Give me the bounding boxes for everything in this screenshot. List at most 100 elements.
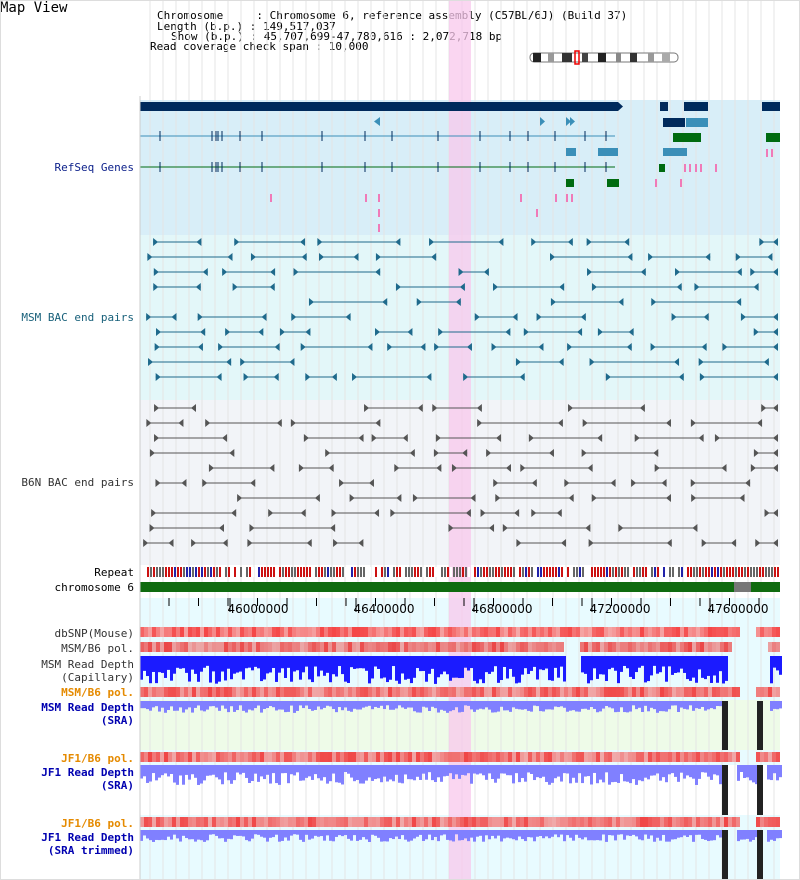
depth-bar bbox=[353, 656, 356, 669]
heat-cell bbox=[700, 687, 704, 697]
heat-cell bbox=[252, 627, 256, 637]
depth-bar bbox=[383, 701, 386, 710]
track-label-dbsnp[interactable]: dbSNP(Mouse) bbox=[54, 627, 134, 640]
depth-bar bbox=[656, 656, 659, 674]
heat-cell bbox=[580, 627, 584, 637]
heat-cell bbox=[256, 627, 260, 637]
heat-cell bbox=[648, 752, 652, 762]
msm-bac-end bbox=[153, 268, 159, 276]
depth-bar bbox=[233, 656, 236, 674]
depth-bar bbox=[713, 701, 716, 710]
repeat-element bbox=[270, 567, 272, 577]
track-label-jf1-depth-trimmed[interactable]: JF1 Read Depth bbox=[41, 831, 134, 844]
b6n-bac-end bbox=[631, 479, 637, 487]
msm-bac-end bbox=[243, 373, 249, 381]
chromosome-bar bbox=[140, 582, 780, 592]
depth-bar bbox=[200, 656, 203, 672]
depth-bar bbox=[410, 656, 413, 684]
pink-feature bbox=[520, 194, 522, 202]
b6n-bac-end bbox=[333, 539, 339, 547]
heat-cell bbox=[548, 627, 552, 637]
track-label-msm-b6-pol-1[interactable]: MSM/B6 pol. bbox=[61, 642, 134, 655]
repeat-element bbox=[426, 567, 428, 577]
depth-bar bbox=[347, 656, 350, 683]
depth-bar bbox=[311, 830, 314, 839]
b6n-bac-end bbox=[306, 539, 312, 547]
depth-bar bbox=[548, 656, 551, 681]
b6n-bac-end bbox=[745, 479, 751, 487]
track-label-jf1-b6-pol-2[interactable]: JF1/B6 pol. bbox=[61, 817, 134, 830]
b6n-bac-end bbox=[168, 539, 174, 547]
depth-bar bbox=[161, 656, 164, 673]
depth-bar bbox=[710, 701, 713, 709]
depth-bar bbox=[674, 656, 677, 673]
heat-cell bbox=[248, 687, 252, 697]
depth-bar bbox=[170, 701, 173, 707]
depth-bar bbox=[248, 765, 251, 784]
depth-bar bbox=[224, 656, 227, 681]
track-label-jf1-b6-pol-1[interactable]: JF1/B6 pol. bbox=[61, 752, 134, 765]
heat-cell bbox=[316, 642, 320, 652]
repeat-element bbox=[297, 567, 299, 577]
depth-bar bbox=[350, 656, 353, 668]
depth-bar bbox=[560, 701, 563, 707]
heat-cell bbox=[620, 687, 624, 697]
depth-bar bbox=[317, 765, 320, 779]
depth-bar bbox=[467, 656, 470, 671]
depth-bar bbox=[680, 701, 683, 708]
depth-bar bbox=[173, 701, 176, 711]
repeat-element bbox=[630, 567, 632, 577]
track-label-msm-bac[interactable]: MSM BAC end pairs bbox=[21, 311, 134, 324]
depth-bar bbox=[506, 765, 509, 776]
heat-cell bbox=[616, 752, 620, 762]
b6n-bac-end bbox=[222, 434, 228, 442]
repeat-element bbox=[648, 567, 650, 577]
depth-bar bbox=[143, 656, 146, 671]
heat-cell bbox=[592, 627, 596, 637]
depth-bar bbox=[281, 830, 284, 841]
track-label-jf1-depth[interactable]: JF1 Read Depth bbox=[41, 766, 134, 779]
heat-cell bbox=[264, 627, 268, 637]
repeat-element bbox=[450, 567, 452, 577]
depth-bar bbox=[668, 656, 671, 667]
track-label-refseq[interactable]: RefSeq Genes bbox=[54, 161, 134, 174]
heat-cell bbox=[628, 687, 632, 697]
heat-cell bbox=[624, 627, 628, 637]
heat-cell bbox=[148, 752, 152, 762]
heat-cell bbox=[360, 627, 364, 637]
depth-bar bbox=[455, 701, 458, 708]
depth-bar bbox=[554, 656, 557, 668]
depth-bar bbox=[701, 656, 704, 678]
depth-bar bbox=[479, 765, 482, 774]
depth-bar bbox=[410, 830, 413, 841]
depth-bar bbox=[254, 656, 257, 667]
track-label-b6n-bac[interactable]: B6N BAC end pairs bbox=[21, 476, 134, 489]
depth-bar bbox=[455, 830, 458, 835]
repeat-element bbox=[735, 567, 737, 577]
depth-bar bbox=[743, 765, 746, 779]
heat-cell bbox=[324, 642, 328, 652]
depth-bar bbox=[617, 830, 620, 835]
track-label-msm-b6-pol-2[interactable]: MSM/B6 pol. bbox=[61, 686, 134, 699]
b6n-bac-end bbox=[666, 539, 672, 547]
track-label-repeat[interactable]: Repeat bbox=[94, 566, 134, 579]
heat-cell bbox=[584, 627, 588, 637]
b6n-bac-end bbox=[476, 404, 482, 412]
track-label-msm-depth-sra[interactable]: MSM Read Depth bbox=[41, 701, 134, 714]
track-label-msm-depth-capillary[interactable]: MSM Read Depth bbox=[41, 658, 134, 671]
heat-cell bbox=[228, 687, 232, 697]
heat-cell bbox=[572, 687, 576, 697]
heat-cell bbox=[716, 687, 720, 697]
heat-cell bbox=[688, 627, 692, 637]
depth-bar bbox=[665, 765, 668, 783]
heat-cell bbox=[344, 627, 348, 637]
heat-cell bbox=[344, 642, 348, 652]
heat-cell bbox=[300, 627, 304, 637]
track-label-chromosome[interactable]: chromosome 6 bbox=[54, 581, 134, 594]
repeat-element bbox=[705, 567, 707, 577]
repeat-element bbox=[249, 567, 251, 577]
depth-bar bbox=[158, 701, 161, 712]
heat-cell bbox=[628, 642, 632, 652]
msm-bac-end bbox=[491, 343, 497, 351]
